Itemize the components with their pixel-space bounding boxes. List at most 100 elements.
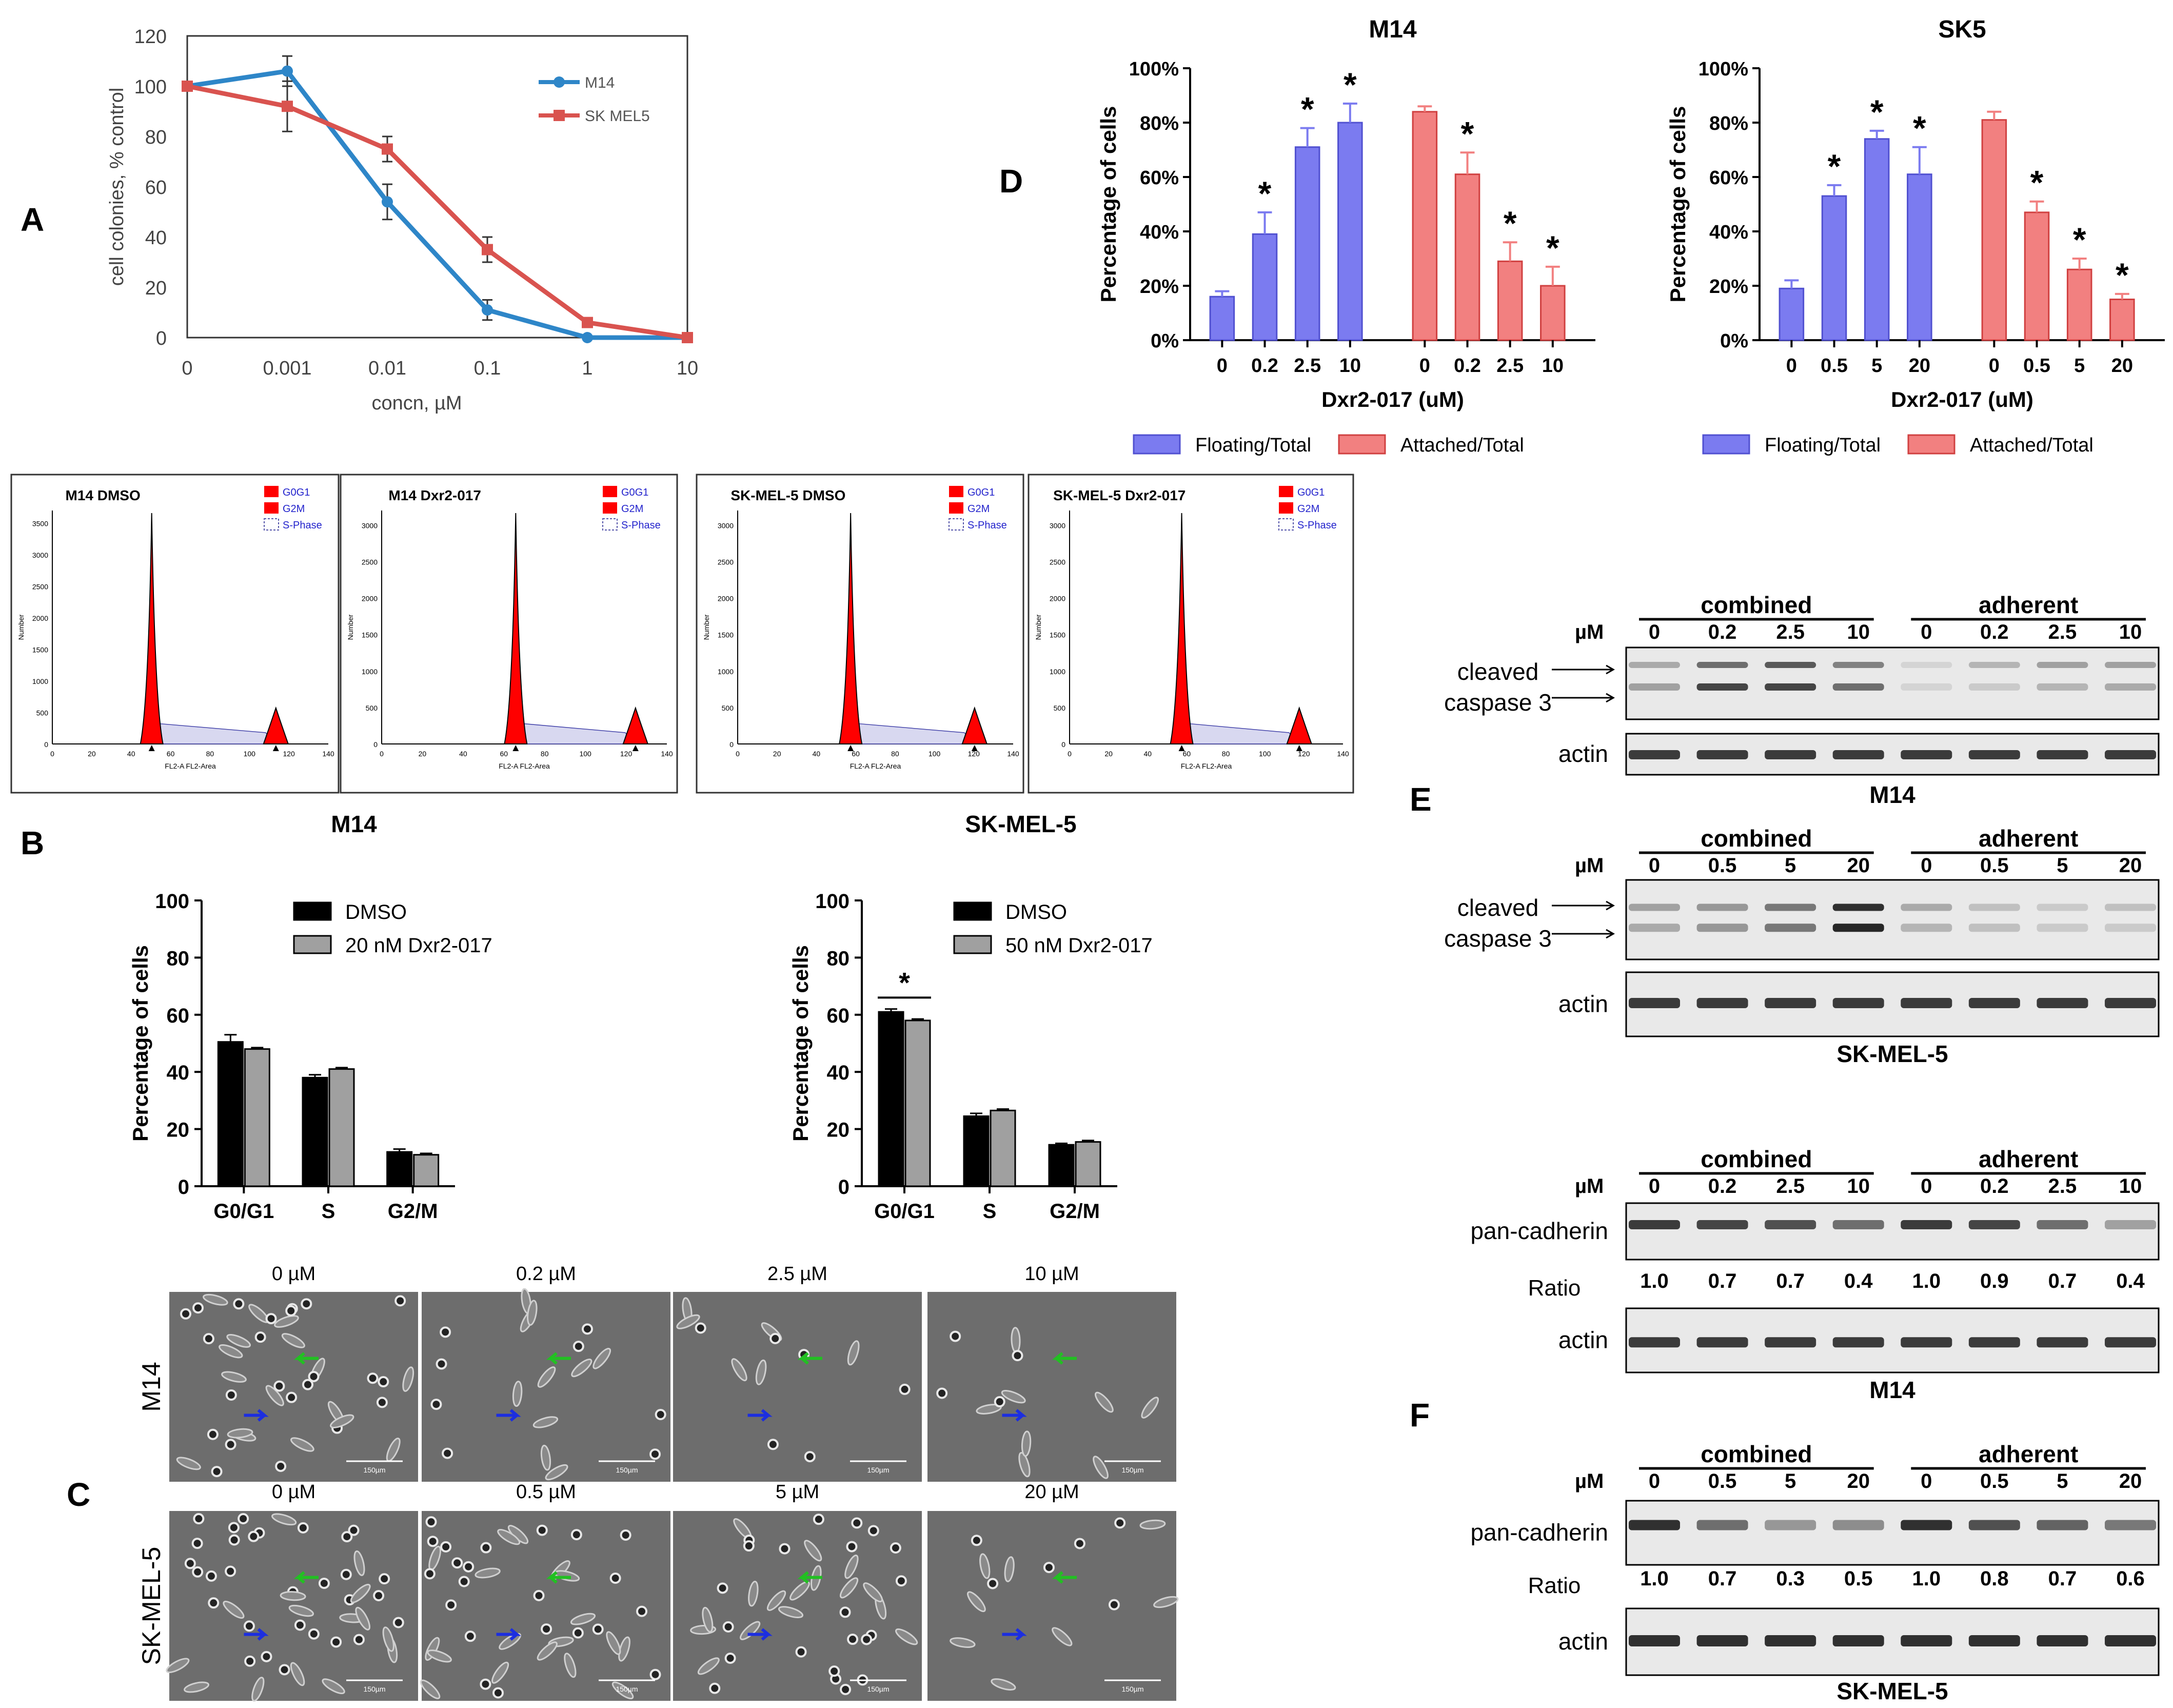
y-tick-label: 0 — [156, 328, 167, 349]
y-tick-label: 500 — [366, 704, 378, 712]
blue-arrow — [1002, 1628, 1027, 1641]
micrograph-cell — [491, 1661, 509, 1684]
micrograph-cell — [219, 1344, 243, 1359]
blot-band — [1968, 683, 2020, 691]
bar — [963, 1115, 990, 1187]
micrograph-cell — [233, 1298, 245, 1310]
x-tick-label: 80 — [541, 750, 549, 758]
micrograph-cell — [445, 1599, 457, 1611]
legend-label: G0G1 — [621, 487, 648, 498]
micrograph-cell — [223, 1600, 245, 1619]
micrograph-cell — [649, 1668, 661, 1680]
micrograph-cell — [979, 1553, 991, 1579]
x-tick-label: 0 — [182, 358, 192, 379]
micrograph-cell — [176, 1457, 201, 1470]
bar — [1981, 119, 2007, 341]
legend-swatch — [1279, 486, 1293, 497]
y-tick-label: 100 — [155, 890, 189, 913]
blot-band — [2037, 998, 2088, 1008]
legend-swatch — [949, 518, 964, 531]
y-tick-label: 80 — [827, 947, 850, 970]
bar — [1779, 287, 1805, 341]
x-tick-label: 0 — [1217, 355, 1228, 377]
micrograph-cell — [355, 1606, 370, 1631]
micrograph-cell — [297, 1522, 309, 1534]
micrograph-image — [422, 1511, 670, 1701]
header-adherent: adherent — [1979, 825, 2078, 852]
y-tick-label: 20% — [1709, 276, 1748, 298]
legend-label: S-Phase — [1297, 520, 1337, 531]
data-point — [482, 304, 493, 316]
y-tick-label: 0 — [1061, 740, 1065, 749]
blot-band — [2105, 1220, 2156, 1229]
blot-band — [1629, 1520, 1680, 1530]
x-tick-label: 120 — [968, 750, 980, 758]
micrograph-cell — [279, 1664, 290, 1676]
micrograph-cell — [779, 1543, 791, 1555]
micrograph-cell — [1011, 1327, 1021, 1353]
x-tick-label: 60 — [500, 750, 508, 758]
bar — [1907, 173, 1932, 341]
panel-letter-b: B — [21, 824, 44, 861]
micrograph-cell — [609, 1572, 621, 1584]
lane-conc: 0.2 — [1980, 621, 2009, 643]
blot-band — [2105, 683, 2156, 691]
blot-band — [1832, 998, 1884, 1008]
micrograph-cell — [475, 1567, 501, 1579]
lane-conc: 20 — [1847, 854, 1870, 877]
x-axis-label: Dxr2-017 (uM) — [1891, 387, 2033, 411]
y-tick-label: 1000 — [718, 668, 734, 676]
micrograph-cell — [290, 1662, 305, 1686]
micrograph-cell — [840, 1683, 852, 1695]
blot-band — [2105, 1337, 2156, 1348]
micrograph-cell — [228, 1522, 240, 1534]
micrograph-cell — [382, 1626, 394, 1652]
blot-cell-line: SK-MEL-5 — [1836, 1040, 1948, 1067]
y-tick-label: 2000 — [32, 614, 48, 622]
y-tick-label: 500 — [1054, 704, 1066, 712]
bar-chart-b-skmel5: 0 20 40 60 80 100 Percentage of cells G0/G1 S G2/… — [788, 890, 1153, 1223]
significance-star: * — [2073, 221, 2086, 259]
lane-conc: 0 — [1649, 854, 1660, 877]
micrograph-cell — [709, 1682, 721, 1694]
g2m-peak — [622, 706, 649, 744]
micrograph-cell — [1004, 1556, 1015, 1582]
x-tick-label: 20 — [88, 750, 96, 758]
micrograph-cell — [536, 1524, 548, 1536]
x-tick-label: 120 — [1298, 750, 1310, 758]
legend-label: 50 nM Dxr2-017 — [1005, 934, 1153, 957]
bar — [1454, 173, 1480, 341]
plot-frame — [186, 35, 688, 339]
y-tick-label: 80% — [1140, 113, 1179, 134]
blot-band — [1629, 1635, 1680, 1646]
blot-band — [1968, 1635, 2020, 1646]
g0g1-peak — [140, 513, 164, 744]
micrograph-cell — [767, 1439, 779, 1450]
micrograph-cell — [1153, 1596, 1179, 1608]
western-blots: combined adherent µM 0 0.2 2.5 10 0 0.2 2.5 10 clea… — [1444, 592, 2160, 1704]
flow-panel-title: SK-MEL-5 Dxr2-017 — [1053, 487, 1186, 503]
blot-band — [2105, 1635, 2156, 1646]
legend-label: G0G1 — [967, 487, 995, 498]
micrograph-cell — [285, 1305, 297, 1317]
micrograph-cell — [308, 1628, 320, 1640]
micrograph-cell — [290, 1437, 314, 1452]
micrograph-cell — [265, 1385, 284, 1406]
ratio-value: 1.0 — [1912, 1270, 1941, 1292]
micrograph-cell — [847, 1634, 859, 1645]
y-axis-label: Number — [1034, 614, 1042, 640]
blot-band — [1968, 904, 2020, 911]
blot-band — [1968, 750, 2020, 759]
micrograph-cell — [392, 1617, 404, 1628]
blot-band — [1901, 924, 1952, 932]
blot-band — [1629, 662, 1680, 668]
lane-conc: 5 — [2057, 854, 2068, 877]
y-tick-label: 60 — [167, 1005, 190, 1027]
x-axis-label: Dxr2-017 (uM) — [1321, 387, 1464, 411]
micrograph-cell — [1018, 1451, 1031, 1478]
y-tick-label: 500 — [722, 704, 734, 712]
peak-marker — [1296, 745, 1302, 751]
x-tick-label: 0.2 — [1454, 355, 1481, 377]
micrograph-cell — [844, 1555, 859, 1579]
